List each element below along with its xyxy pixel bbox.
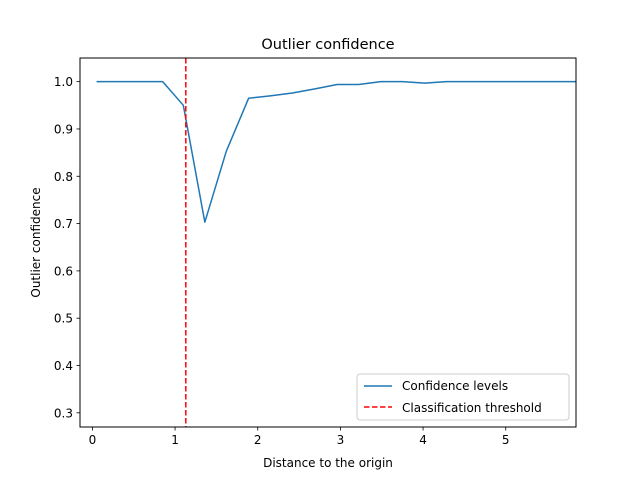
y-tick-label: 0.3 [54, 406, 73, 420]
legend: Confidence levels Classification thresho… [356, 373, 570, 421]
legend-label-classification-threshold: Classification threshold [402, 401, 542, 415]
y-tick-label: 0.9 [54, 122, 73, 136]
x-tick-label: 1 [171, 433, 179, 447]
x-tick-label: 4 [419, 433, 427, 447]
chart-title: Outlier confidence [261, 37, 394, 53]
x-tick-label: 0 [89, 433, 97, 447]
legend-label-confidence-levels: Confidence levels [402, 379, 508, 393]
y-tick-label: 0.6 [54, 264, 73, 278]
plot-frame [79, 57, 577, 428]
x-tick-label: 2 [254, 433, 262, 447]
y-tick-label: 0.8 [54, 170, 73, 184]
plot-area [96, 58, 576, 427]
y-tick-label: 0.5 [54, 312, 73, 326]
y-tick-label: 0.7 [54, 217, 73, 231]
y-tick-label: 0.4 [54, 359, 73, 373]
x-tick-label: 3 [337, 433, 345, 447]
x-axis: 0 1 2 3 4 5 [89, 427, 510, 447]
legend-box [356, 373, 570, 421]
x-tick-label: 5 [502, 433, 510, 447]
y-axis-label: Outlier confidence [29, 187, 43, 297]
y-tick-label: 1.0 [54, 75, 73, 89]
series-group [96, 58, 576, 427]
y-axis: 0.3 0.4 0.5 0.6 0.7 0.8 0.9 1.0 [54, 75, 80, 420]
series-line-confidence-levels [96, 80, 576, 223]
x-axis-label: Distance to the origin [263, 456, 393, 470]
